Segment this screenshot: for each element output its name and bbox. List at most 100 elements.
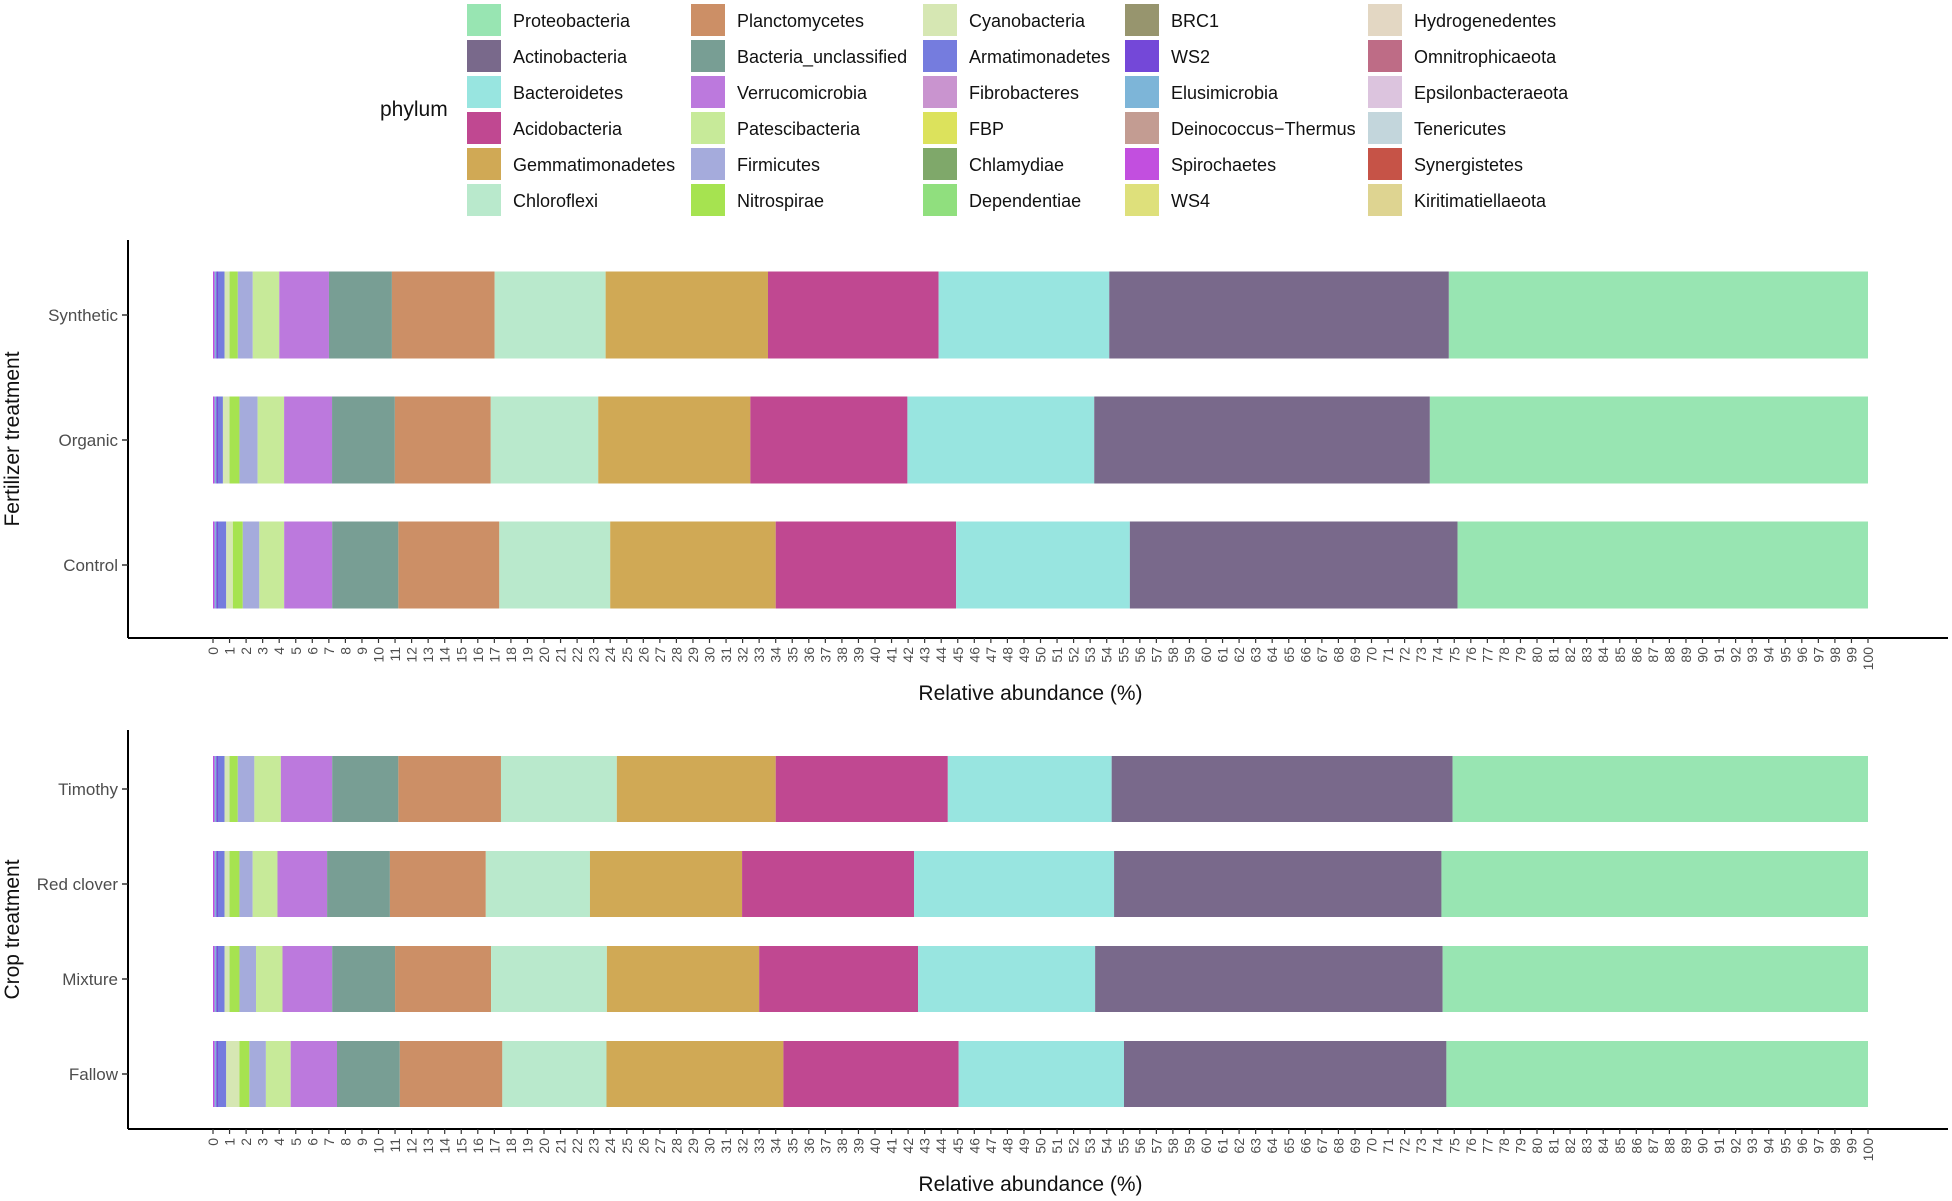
x-tick-label: 3 xyxy=(255,1138,271,1146)
bar-segment-mixture-verrucomicrobia xyxy=(282,946,333,1012)
bar-segment-synthetic-ws2 xyxy=(216,271,218,359)
legend-title: phylum xyxy=(380,98,448,121)
x-tick-label: 41 xyxy=(884,1138,900,1154)
bar-segment-timothy-gemmatimonadetes xyxy=(616,756,776,822)
legend-label: Nitrospirae xyxy=(737,191,824,211)
x-tick-label: 30 xyxy=(702,1138,718,1154)
x-tick-label: 21 xyxy=(553,1138,569,1154)
legend-item-chloroflexi: Chloroflexi xyxy=(467,184,598,216)
legend-swatch xyxy=(1368,112,1402,144)
x-tick-label: 46 xyxy=(966,647,982,663)
bar-segment-control-spirochaetes xyxy=(213,521,215,609)
x-tick-label: 92 xyxy=(1728,1138,1744,1154)
legend-swatch xyxy=(1368,148,1402,180)
x-tick-label: 65 xyxy=(1281,647,1297,663)
x-tick-label: 35 xyxy=(784,647,800,663)
x-tick-label: 22 xyxy=(569,1138,585,1154)
bar-segment-synthetic-gemmatimonadetes xyxy=(605,271,768,359)
x-tick-label: 3 xyxy=(255,647,271,655)
y-tick-label: Synthetic xyxy=(48,306,118,325)
bar-segment-timothy-nitrospirae xyxy=(229,756,238,822)
x-tick-label: 68 xyxy=(1330,647,1346,663)
legend-label: Omnitrophicaeota xyxy=(1414,47,1557,67)
legend-item-planctomycetes: Planctomycetes xyxy=(691,4,864,36)
bar-segment-timothy-bacteria-unclassified xyxy=(332,756,399,822)
bar-segment-mixture-ws2 xyxy=(216,946,218,1012)
legend-swatch xyxy=(1368,4,1402,36)
bar-segment-mixture-spirochaetes xyxy=(213,946,215,1012)
legend-item-cyanobacteria: Cyanobacteria xyxy=(923,4,1086,36)
x-tick-label: 83 xyxy=(1579,1138,1595,1154)
x-tick-label: 84 xyxy=(1595,1138,1611,1154)
x-tick-label: 66 xyxy=(1297,647,1313,663)
bar-segment-timothy-proteobacteria xyxy=(1452,756,1868,822)
x-tick-label: 88 xyxy=(1661,647,1677,663)
legend-item-verrucomicrobia: Verrucomicrobia xyxy=(691,76,868,108)
x-tick-label: 63 xyxy=(1248,647,1264,663)
x-tick-label: 43 xyxy=(917,647,933,663)
bar-segment-synthetic-verrucomicrobia xyxy=(279,271,329,359)
bar-segment-fallow-firmicutes xyxy=(249,1041,266,1107)
legend-item-gemmatimonadetes: Gemmatimonadetes xyxy=(467,148,675,180)
legend-item-fibrobacteres: Fibrobacteres xyxy=(923,76,1079,108)
bar-segment-red-clover-verrucomicrobia xyxy=(277,851,328,917)
x-tick-label: 36 xyxy=(801,1138,817,1154)
bar-segment-control-gemmatimonadetes xyxy=(610,521,776,609)
x-tick-label: 19 xyxy=(519,1138,535,1154)
legend-swatch xyxy=(1368,76,1402,108)
x-tick-label: 40 xyxy=(867,1138,883,1154)
bar-segment-timothy-chloroflexi xyxy=(500,756,617,822)
bar-segment-timothy-ws2 xyxy=(216,756,218,822)
y-tick-label: Fallow xyxy=(69,1065,119,1084)
x-tick-label: 7 xyxy=(321,1138,337,1146)
legend-swatch xyxy=(1368,40,1402,72)
legend-swatch xyxy=(1125,76,1159,108)
bar-segment-organic-verrucomicrobia xyxy=(284,396,333,484)
x-tick-label: 53 xyxy=(1082,1138,1098,1154)
bar-segment-synthetic-armatimonadetes xyxy=(217,271,225,359)
legend-item-hydrogenedentes: Hydrogenedentes xyxy=(1368,4,1556,36)
x-tick-label: 26 xyxy=(635,647,651,663)
bar-segment-timothy-spirochaetes xyxy=(213,756,215,822)
x-tick-label: 61 xyxy=(1215,647,1231,663)
x-tick-label: 48 xyxy=(999,647,1015,663)
x-tick-label: 86 xyxy=(1628,647,1644,663)
x-tick-label: 79 xyxy=(1512,647,1528,663)
x-tick-label: 99 xyxy=(1843,647,1859,663)
bar-segment-control-acidobacteria xyxy=(775,521,957,609)
bar-control xyxy=(213,521,1868,609)
x-tick-label: 86 xyxy=(1628,1138,1644,1154)
bar-segment-fallow-verrucomicrobia xyxy=(290,1041,338,1107)
legend-label: FBP xyxy=(969,119,1004,139)
bar-segment-control-nitrospirae xyxy=(232,521,243,609)
x-tick-label: 100 xyxy=(1860,647,1876,671)
bar-segment-mixture-elusimicrobia xyxy=(214,946,217,1012)
bar-segment-red-clover-planctomycetes xyxy=(389,851,486,917)
x-tick-label: 51 xyxy=(1049,1138,1065,1154)
bar-segment-organic-ws2 xyxy=(216,396,218,484)
legend-swatch xyxy=(467,4,501,36)
x-tick-label: 1 xyxy=(222,1138,238,1146)
x-tick-label: 81 xyxy=(1546,1138,1562,1154)
x-tick-label: 64 xyxy=(1264,647,1280,663)
x-tick-label: 89 xyxy=(1678,647,1694,663)
x-tick-label: 49 xyxy=(1016,1138,1032,1154)
x-tick-label: 75 xyxy=(1446,647,1462,663)
bar-segment-timothy-acidobacteria xyxy=(775,756,948,822)
bar-segment-timothy-armatimonadetes xyxy=(217,756,225,822)
bar-segment-red-clover-elusimicrobia xyxy=(214,851,217,917)
legend-item-firmicutes: Firmicutes xyxy=(691,148,820,180)
x-tick-label: 80 xyxy=(1529,1138,1545,1154)
legend-item-bacteroidetes: Bacteroidetes xyxy=(467,76,623,108)
bar-segment-red-clover-bacteroidetes xyxy=(914,851,1115,917)
x-tick-label: 37 xyxy=(817,1138,833,1154)
x-tick-label: 19 xyxy=(519,647,535,663)
x-tick-label: 30 xyxy=(702,647,718,663)
legend: phylum Proteobacteria Actinobacteria Bacte… xyxy=(380,4,1569,216)
bar-segment-fallow-chloroflexi xyxy=(502,1041,607,1107)
x-tick-label: 82 xyxy=(1562,1138,1578,1154)
x-tick-label: 97 xyxy=(1810,647,1826,663)
bar-segment-red-clover-bacteria-unclassified xyxy=(327,851,390,917)
x-tick-label: 9 xyxy=(354,647,370,655)
